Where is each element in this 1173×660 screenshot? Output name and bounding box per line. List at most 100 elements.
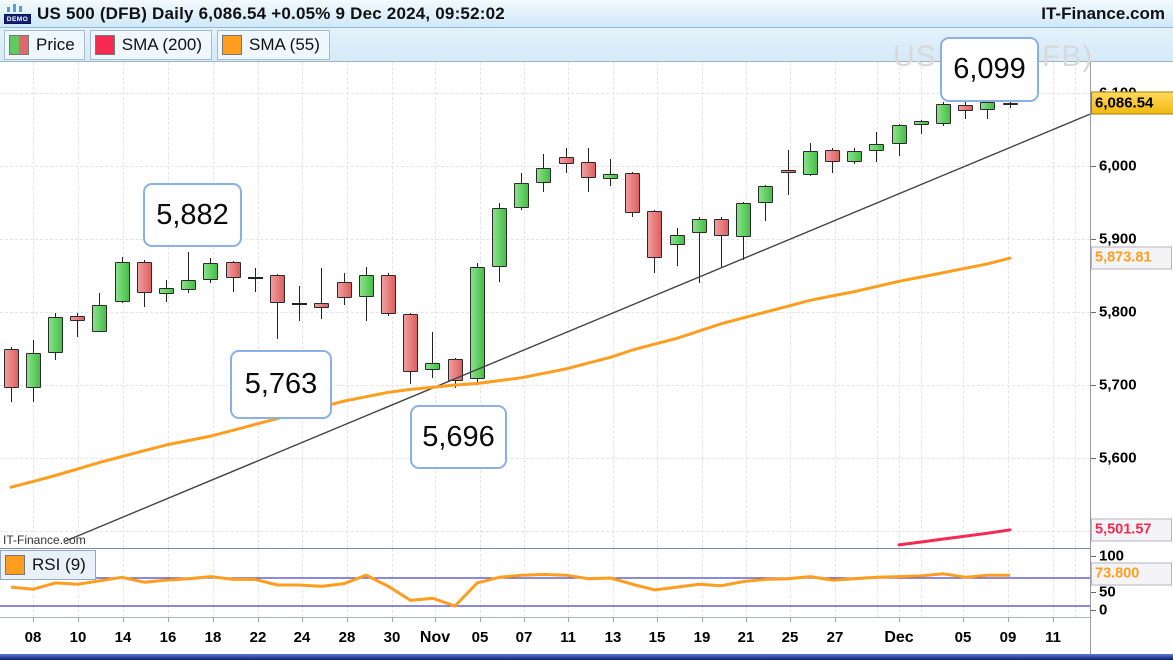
- demo-badge-icon: DEMO: [4, 3, 31, 25]
- price-chart-panel[interactable]: [0, 62, 1090, 548]
- legend-sma200[interactable]: SMA (200): [89, 29, 213, 60]
- candle: [403, 314, 419, 372]
- x-axis-label: 13: [604, 629, 622, 646]
- x-axis-label: 16: [159, 629, 177, 646]
- candle: [491, 208, 507, 267]
- gridline-vertical: [568, 549, 569, 618]
- price-annotation[interactable]: 5,882: [143, 183, 242, 247]
- gridline-vertical: [899, 62, 900, 548]
- x-axis-label: 14: [114, 629, 132, 646]
- candle: [958, 105, 974, 111]
- y-axis-tick: [1091, 385, 1096, 386]
- gridline-vertical: [835, 549, 836, 618]
- x-axis-tick: [302, 618, 303, 622]
- mini-candles-icon: [7, 3, 22, 12]
- price-annotation[interactable]: 5,696: [410, 405, 507, 469]
- x-axis-label: 05: [954, 629, 972, 646]
- x-axis-label: 21: [737, 629, 755, 646]
- candle-wick: [321, 268, 323, 320]
- y-axis-label: 6,000: [1099, 157, 1137, 175]
- y-axis-label: 5,600: [1099, 449, 1137, 467]
- candle: [70, 315, 86, 321]
- x-axis-tick: [963, 618, 964, 622]
- gridline-vertical: [524, 549, 525, 618]
- rsi-legend-label: RSI (9): [32, 555, 86, 574]
- rsi-panel[interactable]: RSI (9): [0, 548, 1090, 618]
- x-axis-tick: [746, 618, 747, 622]
- candle: [25, 352, 41, 388]
- rsi-axis-label: 100: [1099, 547, 1125, 565]
- legend-sma55[interactable]: SMA (55): [217, 29, 330, 60]
- candle: [691, 218, 707, 234]
- gridline-vertical: [921, 549, 922, 618]
- gridline-vertical: [123, 62, 124, 548]
- x-axis-tick: [168, 618, 169, 622]
- y-axis[interactable]: 6,1006,0005,9005,8005,7005,6001005006,08…: [1090, 62, 1173, 654]
- candle: [869, 144, 885, 151]
- x-axis-tick: [78, 618, 79, 622]
- rsi-line[interactable]: [10, 572, 1011, 608]
- legend-sma200-label: SMA (200): [121, 34, 203, 54]
- gridline-vertical: [392, 549, 393, 618]
- x-axis-tick: [702, 618, 703, 622]
- gridline-vertical: [302, 549, 303, 618]
- x-axis-label: 27: [826, 629, 844, 646]
- x-axis-tick: [347, 618, 348, 622]
- candle: [913, 120, 929, 126]
- x-axis[interactable]: 08 10 14 16 18 22 24 28 30 Nov 05 07 11 13 15 19 21 25 27 D…: [0, 617, 1173, 655]
- candle: [447, 358, 463, 381]
- candle: [536, 168, 552, 183]
- x-axis-label: 10: [69, 629, 87, 646]
- candle: [425, 363, 441, 371]
- gridline-vertical: [568, 62, 569, 548]
- x-axis-label: 11: [1045, 629, 1061, 646]
- sma200-line[interactable]: [897, 528, 1012, 547]
- candle: [802, 150, 818, 175]
- gridline-vertical: [702, 62, 703, 548]
- price-annotation[interactable]: 5,763: [230, 350, 332, 419]
- legend-price[interactable]: Price: [4, 29, 85, 60]
- gridline-vertical: [1053, 549, 1054, 618]
- rsi-swatch-icon: [5, 555, 25, 575]
- footer-watermark: IT-Finance.com: [3, 533, 86, 547]
- price-annotation[interactable]: 6,099: [940, 37, 1039, 102]
- gridline-vertical: [1008, 62, 1009, 548]
- candle-wick: [720, 217, 722, 269]
- gridline-vertical: [746, 549, 747, 618]
- trendline[interactable]: [64, 113, 1090, 542]
- rsi-axis-tick: [1091, 592, 1096, 593]
- rsi-axis-tick: [1091, 556, 1096, 557]
- candle: [1002, 102, 1018, 106]
- x-axis-label: 08: [24, 629, 42, 646]
- candle: [847, 150, 863, 163]
- rsi-axis-tick: [1091, 610, 1096, 611]
- gridline-vertical: [613, 62, 614, 548]
- x-axis-label: 18: [204, 629, 222, 646]
- candle: [136, 261, 152, 293]
- x-axis-tick: [657, 618, 658, 622]
- gridline-vertical: [347, 62, 348, 548]
- x-axis-label: 11: [560, 629, 576, 646]
- y-axis-label: 5,900: [1099, 230, 1137, 248]
- gridline-vertical: [33, 549, 34, 618]
- candle: [558, 157, 574, 164]
- rsi-legend[interactable]: RSI (9): [0, 550, 96, 580]
- gridline-vertical: [963, 549, 964, 618]
- rsi-value-tag: 73.800: [1091, 562, 1172, 586]
- x-axis-label: 30: [383, 629, 401, 646]
- candle: [580, 161, 596, 178]
- gridline-vertical: [1075, 62, 1076, 548]
- candle: [935, 103, 951, 125]
- y-axis-label: 5,800: [1099, 303, 1137, 321]
- candle: [336, 282, 352, 299]
- candle: [602, 174, 618, 180]
- x-axis-label: 07: [515, 629, 533, 646]
- x-axis-tick: [258, 618, 259, 622]
- y-axis-tick: [1091, 239, 1096, 240]
- sma55-swatch-icon: [222, 34, 243, 55]
- candle-wick: [276, 274, 278, 339]
- x-axis-tick: [392, 618, 393, 622]
- sma55-line[interactable]: [9, 256, 1012, 489]
- gridline-vertical: [213, 549, 214, 618]
- candle-wick: [432, 332, 434, 379]
